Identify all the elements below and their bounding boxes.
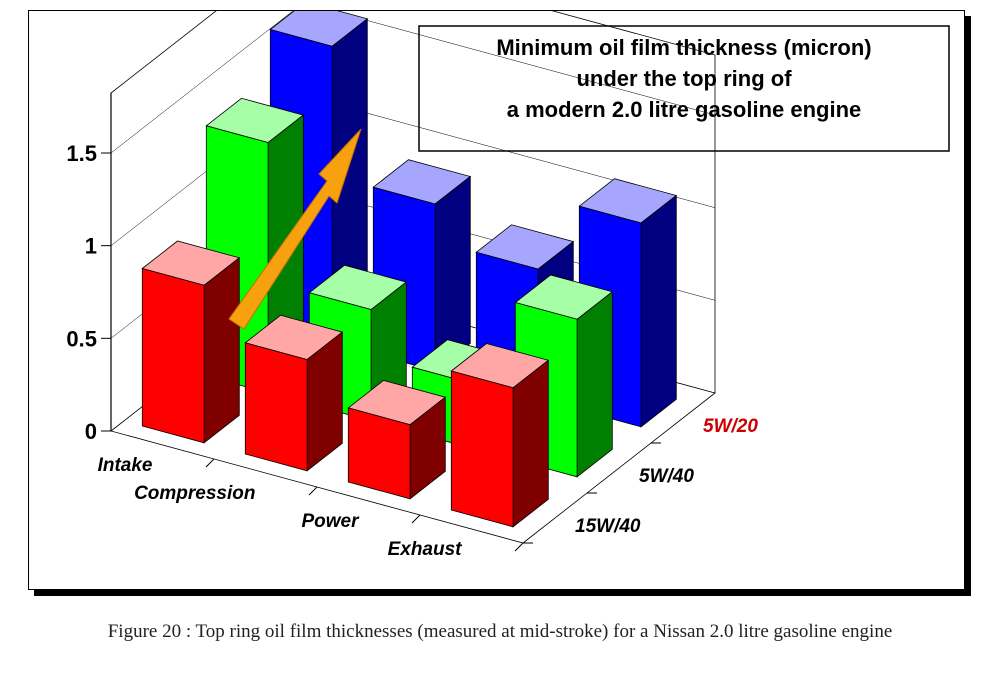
bar-side [512, 359, 549, 528]
bar-front [244, 342, 308, 472]
bar-front [347, 407, 411, 500]
plot: 0 0.5 1 1.5 Intake Compression Power Exhaust 15W… [66, 0, 758, 560]
arrow [228, 128, 362, 330]
x-tick-label: Intake [98, 455, 153, 476]
legend-label: 5W/20 [703, 416, 758, 437]
chart-title: a modern 2.0 litre gasoline engine [507, 97, 862, 122]
bar-front [141, 267, 205, 444]
chart-title: Minimum oil film thickness (micron) [496, 35, 871, 60]
bar [450, 343, 550, 528]
y-tick-label: 1 [85, 234, 97, 259]
x-tick [411, 514, 421, 524]
x-tick [205, 458, 215, 468]
caption: Figure 20 : Top ring oil film thicknesse… [107, 621, 893, 642]
y-tick-label: 0 [85, 419, 97, 444]
x-tick-label: Exhaust [388, 539, 463, 560]
annotation-arrow [228, 128, 362, 330]
bar [141, 240, 241, 444]
legend-label: 5W/40 [639, 466, 694, 487]
bar-front [450, 370, 514, 528]
chart: Minimum oil film thickness (micron) unde… [66, 0, 950, 560]
bar [244, 314, 344, 472]
x-tick-label: Compression [134, 483, 255, 504]
bar-side [203, 256, 240, 444]
legend-label: 15W/40 [575, 516, 641, 537]
bar [347, 379, 447, 500]
x-tick [308, 486, 318, 496]
bar-side [576, 290, 613, 478]
chart-title: under the top ring of [576, 66, 792, 91]
x-tick-label: Power [301, 511, 360, 532]
y-tick-label: 1.5 [66, 141, 97, 166]
chart-frame: Minimum oil film thickness (micron) unde… [28, 0, 965, 590]
bar-side [640, 194, 677, 428]
x-tick [514, 542, 524, 552]
y-tick-label: 0.5 [66, 326, 97, 351]
